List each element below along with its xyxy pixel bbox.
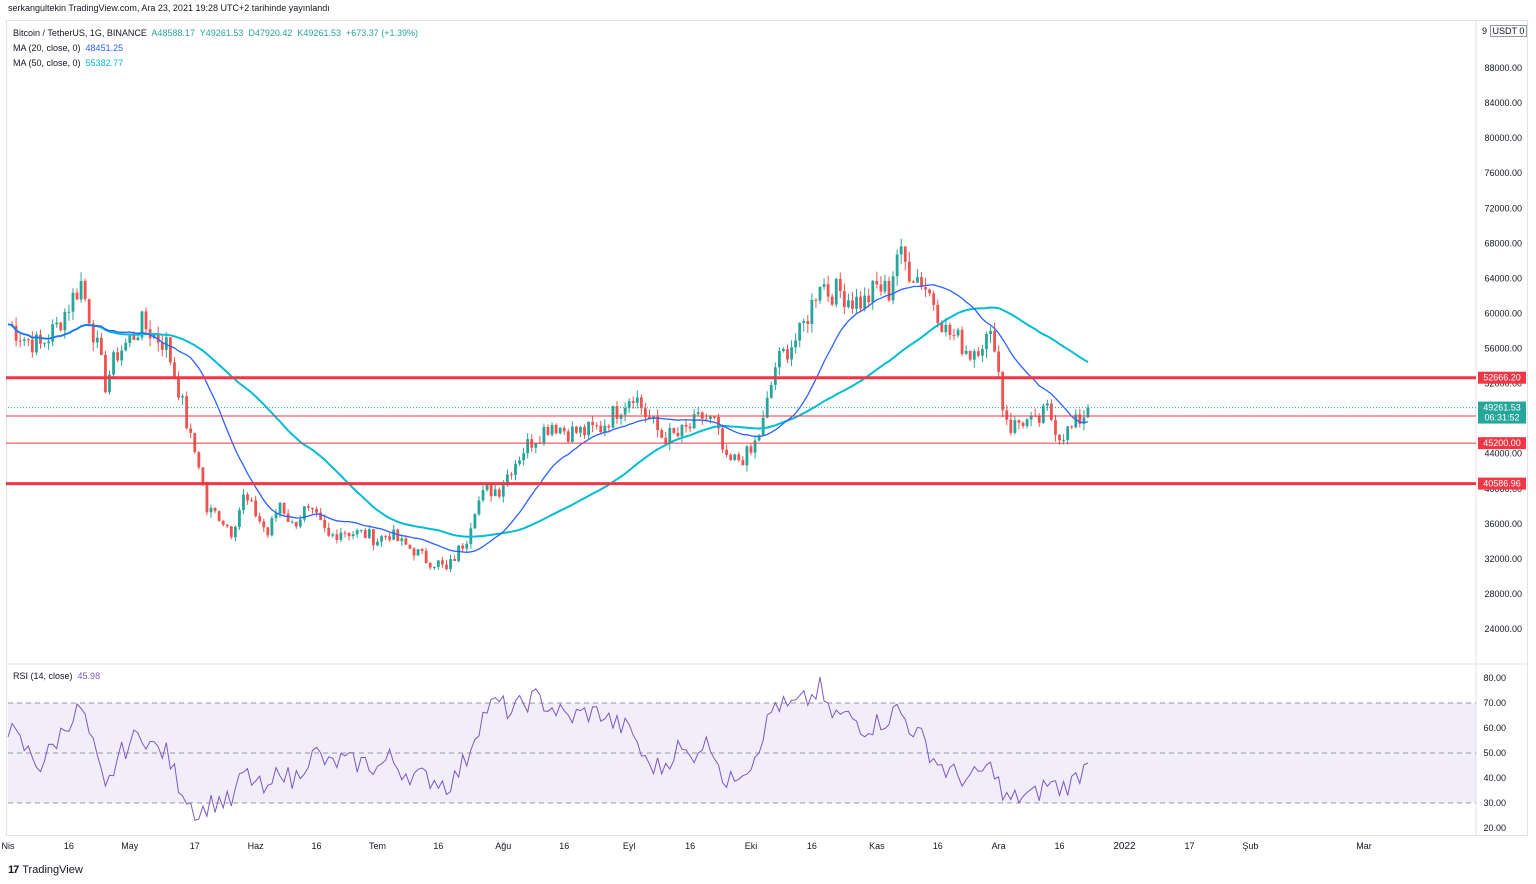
ohlc-close: K49261.53: [297, 28, 341, 38]
time-tick-label: Tem: [369, 841, 386, 851]
publish-info: serkangultekin TradingView.com, Ara 23, …: [8, 3, 330, 13]
ma50-value: 55382.77: [85, 58, 124, 68]
time-tick-label: Eyl: [623, 841, 636, 851]
time-tick-label: 16: [933, 841, 943, 851]
time-tick-label: Ara: [992, 841, 1006, 851]
brand-name: TradingView: [22, 864, 83, 876]
tradingview-logo-icon: 17: [8, 864, 19, 876]
currency-label: USDT 0: [1489, 25, 1528, 37]
time-tick-label: Haz: [248, 841, 265, 851]
time-tick-label: May: [121, 841, 139, 851]
time-tick-label: Ağu: [495, 841, 511, 851]
ohlc-change: +673.37 (+1.39%): [345, 28, 419, 38]
time-tick-label: 16: [559, 841, 569, 851]
time-tick-label: 17: [190, 841, 200, 851]
chart-frame: [6, 20, 1528, 836]
time-tick-label: 17: [1184, 841, 1194, 851]
rsi-label: RSI (14, close): [13, 671, 73, 681]
time-tick-label: Kas: [869, 841, 885, 851]
ma20-value: 48451.25: [85, 43, 124, 53]
ohlc-high: Y49261.53: [199, 28, 244, 38]
time-tick-label: 16: [1055, 841, 1065, 851]
time-tick-label: 16: [64, 841, 74, 851]
time-tick-label: 2022: [1113, 841, 1136, 852]
chart-legend: Bitcoin / TetherUS, 1G, BINANCE A48588.1…: [13, 26, 418, 71]
footer-brand[interactable]: 17 TradingView: [8, 864, 83, 876]
time-tick-label: Mar: [1356, 841, 1372, 851]
symbol-title: Bitcoin / TetherUS, 1G, BINANCE: [13, 28, 147, 38]
ma20-legend-row[interactable]: MA (20, close, 0) 48451.25: [13, 41, 418, 56]
ma50-label: MA (50, close, 0): [13, 58, 81, 68]
time-tick-label: Nis: [2, 841, 15, 851]
time-tick-label: 16: [685, 841, 695, 851]
symbol-row[interactable]: Bitcoin / TetherUS, 1G, BINANCE A48588.1…: [13, 26, 418, 41]
time-tick-label: 16: [807, 841, 817, 851]
ma20-label: MA (20, close, 0): [13, 43, 81, 53]
ohlc-low: D47920.42: [248, 28, 293, 38]
time-tick-label: 16: [312, 841, 322, 851]
rsi-legend[interactable]: RSI (14, close) 45.98: [13, 671, 100, 681]
currency-box[interactable]: 9 USDT 0: [1482, 25, 1528, 37]
time-tick-label: 16: [433, 841, 443, 851]
currency-box-prefix: 9: [1482, 26, 1488, 36]
time-tick-label: Eki: [745, 841, 758, 851]
ohlc-open: A48588.17: [151, 28, 195, 38]
ma50-legend-row[interactable]: MA (50, close, 0) 55382.77: [13, 56, 418, 71]
rsi-value: 45.98: [77, 671, 101, 681]
time-tick-label: Şub: [1242, 841, 1258, 851]
